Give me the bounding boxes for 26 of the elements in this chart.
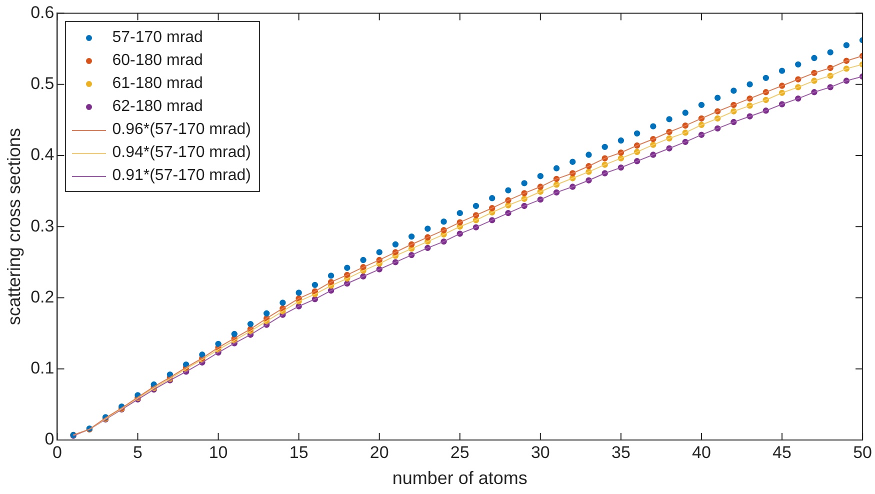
legend-label: 0.94*(57-170 mrad) xyxy=(112,143,251,164)
y-axis-title: scattering cross sections xyxy=(4,128,24,326)
x-tick-label: 5 xyxy=(133,442,142,462)
y-tick-label: 0.1 xyxy=(30,358,54,378)
x-axis-title: number of atoms xyxy=(392,468,528,488)
legend-label: 62-180 mrad xyxy=(112,97,203,118)
y-tick-label: 0.5 xyxy=(30,74,54,94)
x-tick-label: 15 xyxy=(289,442,308,462)
x-tick-label: 20 xyxy=(370,442,389,462)
legend-label: 61-180 mrad xyxy=(112,74,203,94)
y-tick-label: 0.4 xyxy=(30,145,54,164)
y-tick-label: 0 xyxy=(44,430,54,449)
legend-label: 0.96*(57-170 mrad) xyxy=(112,120,251,140)
x-tick-label: 10 xyxy=(208,442,228,462)
x-tick-label: 35 xyxy=(611,442,630,462)
x-tick-label: 40 xyxy=(692,442,711,462)
x-tick-label: 25 xyxy=(450,442,470,462)
legend-label: 0.91*(57-170 mrad) xyxy=(112,166,251,186)
x-tick-label: 45 xyxy=(772,442,792,462)
x-tick-label: 50 xyxy=(853,442,872,462)
x-tick-label: 30 xyxy=(530,442,550,462)
legend-label: 60-180 mrad xyxy=(112,51,203,72)
legend-label: 57-170 mrad xyxy=(112,28,203,48)
y-tick-label: 0.2 xyxy=(30,287,54,306)
y-tick-label: 0.6 xyxy=(30,2,54,22)
y-tick-label: 0.3 xyxy=(30,216,54,236)
